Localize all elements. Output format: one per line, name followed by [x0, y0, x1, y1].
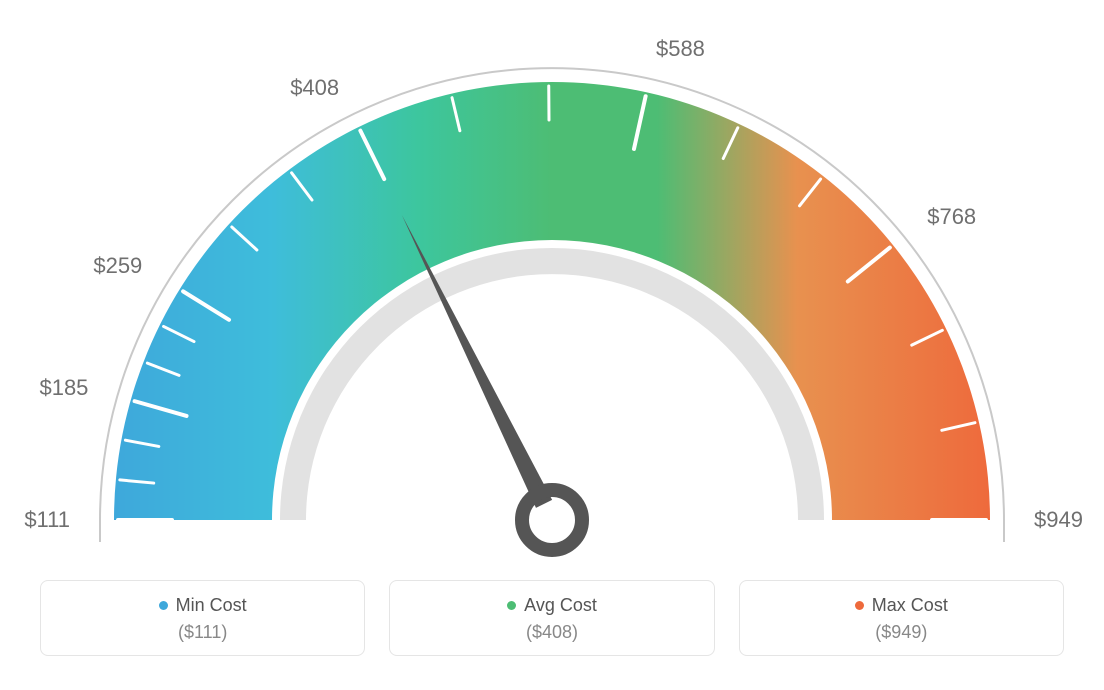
tick-label: $949	[1034, 507, 1083, 533]
tick-label: $185	[39, 375, 88, 401]
legend-value-max: ($949)	[750, 622, 1053, 643]
tick-label: $408	[290, 75, 339, 101]
gauge-chart-container: $111 $185 $259 $408 $588 $768 $949 Min Cost ($…	[0, 0, 1104, 690]
legend-label-max: Max Cost	[855, 595, 948, 616]
dot-max-icon	[855, 601, 864, 610]
tick-label: $588	[656, 36, 705, 62]
legend-value-avg: ($408)	[400, 622, 703, 643]
tick-label: $768	[927, 204, 976, 230]
dot-avg-icon	[507, 601, 516, 610]
legend-box-max: Max Cost ($949)	[739, 580, 1064, 656]
dot-min-icon	[159, 601, 168, 610]
legend-row: Min Cost ($111) Avg Cost ($408) Max Cost…	[40, 580, 1064, 656]
legend-text-max: Max Cost	[872, 595, 948, 616]
legend-text-min: Min Cost	[176, 595, 247, 616]
legend-box-avg: Avg Cost ($408)	[389, 580, 714, 656]
legend-value-min: ($111)	[51, 622, 354, 643]
gauge-svg	[0, 0, 1104, 560]
legend-label-avg: Avg Cost	[507, 595, 597, 616]
legend-box-min: Min Cost ($111)	[40, 580, 365, 656]
legend-label-min: Min Cost	[159, 595, 247, 616]
tick-label: $111	[24, 507, 70, 533]
legend-text-avg: Avg Cost	[524, 595, 597, 616]
tick-label: $259	[93, 253, 142, 279]
gauge-area: $111 $185 $259 $408 $588 $768 $949	[0, 0, 1104, 560]
